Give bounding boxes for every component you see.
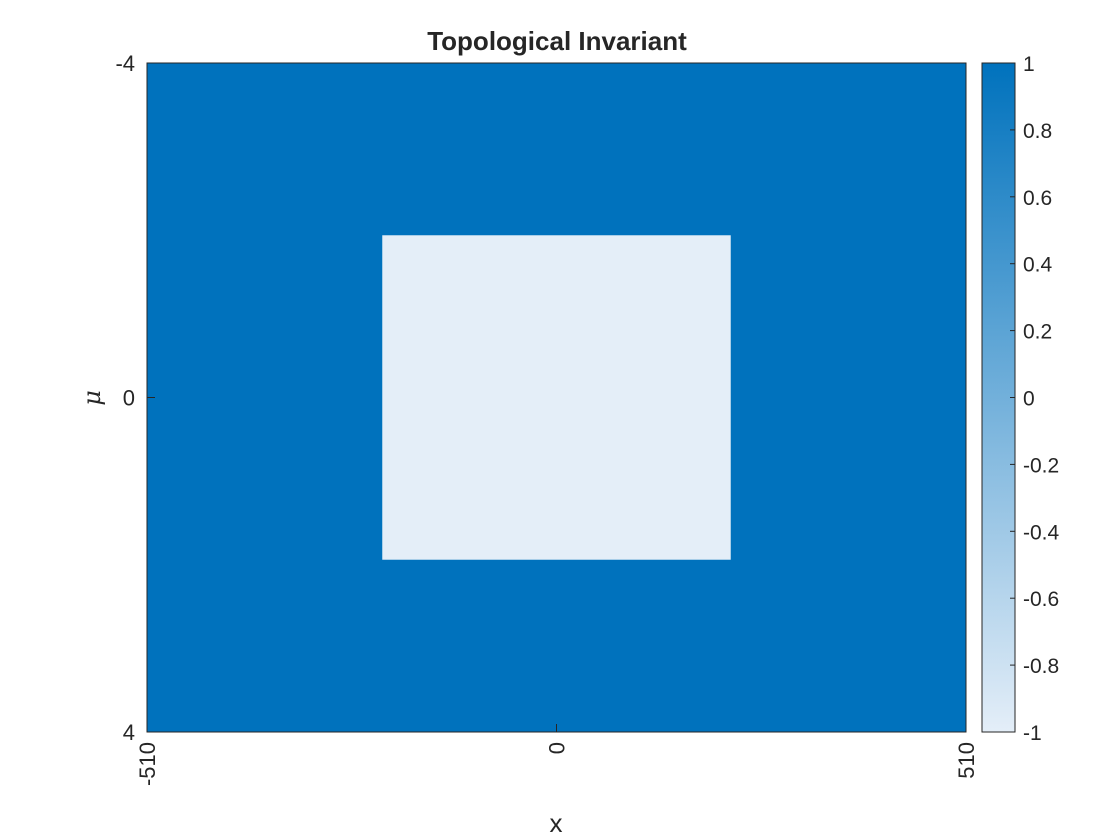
plot-area	[146, 62, 967, 733]
y-axis-label: μ	[78, 390, 106, 406]
x-axis-label: x	[550, 808, 563, 838]
colorbar-tick-label: 0.6	[1023, 187, 1052, 210]
heatmap-region-2	[382, 235, 731, 560]
x-tick-label: 510	[954, 742, 979, 779]
x-tick-label: -510	[135, 742, 160, 786]
x-axis: -510 0 510	[135, 724, 979, 786]
colorbar: 1 0.8 0.6 0.4 0.2 0 -0.2 -0.4 -0.6 -0.8 -1	[981, 53, 1060, 745]
y-tick-label: -4	[115, 51, 135, 76]
colorbar-gradient	[981, 62, 1016, 733]
y-tick-label: 4	[123, 720, 135, 745]
colorbar-tick-label: 0.4	[1023, 254, 1053, 277]
colorbar-tick-label: 0	[1023, 388, 1035, 411]
colorbar-tick-label: -0.4	[1023, 521, 1060, 544]
colorbar-tick-label: -1	[1023, 722, 1042, 745]
y-axis: -4 0 4	[115, 51, 155, 745]
x-tick-label: 0	[545, 742, 570, 754]
colorbar-tick-label: -0.6	[1023, 588, 1059, 611]
colorbar-tick-label: 0.8	[1023, 120, 1052, 143]
colorbar-tick-label: 1	[1023, 53, 1035, 76]
colorbar-tick-label: 0.2	[1023, 321, 1052, 344]
colorbar-tick-label: -0.8	[1023, 655, 1059, 678]
chart-title: Topological Invariant	[427, 26, 687, 56]
y-tick-label: 0	[123, 386, 135, 411]
colorbar-tick-label: -0.2	[1023, 454, 1059, 477]
